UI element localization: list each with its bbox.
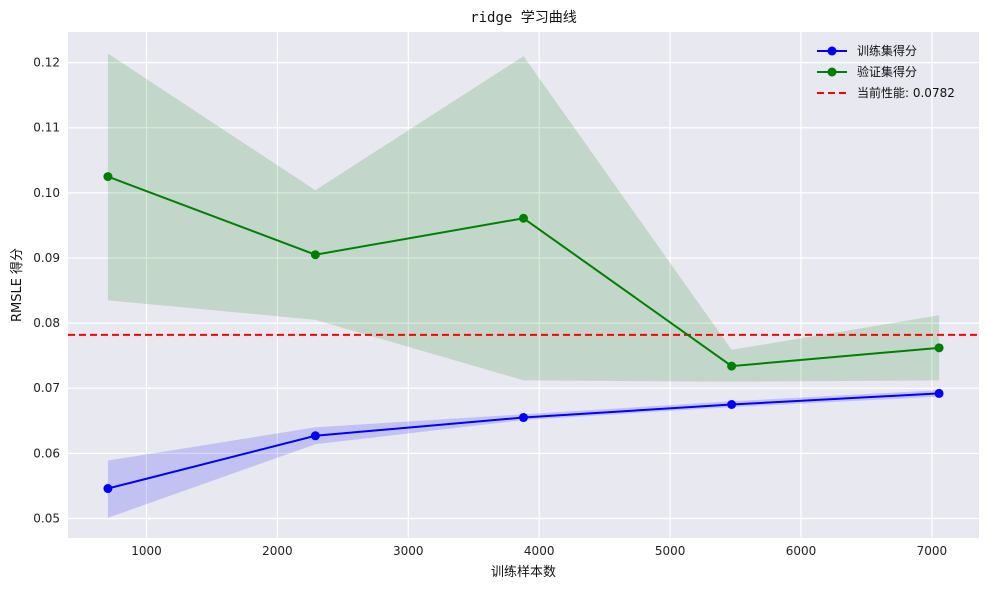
y-tick-label: 0.05	[33, 511, 60, 525]
x-axis-ticks: 1000 2000 3000 4000 5000 6000 7000	[131, 544, 947, 558]
y-tick-label: 0.10	[33, 186, 60, 200]
data-point	[310, 250, 320, 260]
data-point	[519, 213, 528, 223]
chart-title: ridge 学习曲线	[470, 10, 577, 26]
data-point	[310, 431, 320, 441]
data-point	[727, 361, 737, 371]
legend-label: 当前性能: 0.0782	[857, 85, 955, 100]
y-tick-label: 0.09	[33, 251, 60, 265]
legend-marker	[827, 67, 837, 77]
legend-label: 训练集得分	[857, 43, 917, 58]
y-tick-label: 0.12	[33, 56, 60, 70]
x-tick-label: 1000	[131, 544, 162, 558]
y-tick-label: 0.08	[33, 316, 60, 330]
legend-item: 当前性能: 0.0782	[817, 85, 955, 100]
series-points	[103, 172, 944, 494]
x-tick-label: 4000	[524, 544, 555, 558]
legend-label: 验证集得分	[857, 64, 917, 79]
grid-lines	[68, 32, 979, 538]
y-tick-label: 0.07	[33, 381, 60, 395]
x-axis-label: 训练样本数	[491, 565, 556, 580]
data-point	[727, 399, 737, 409]
data-point	[934, 343, 944, 353]
y-tick-label: 0.06	[33, 446, 60, 460]
y-tick-label: 0.11	[33, 121, 60, 135]
x-tick-label: 7000	[917, 544, 948, 558]
x-tick-label: 6000	[786, 544, 817, 558]
legend-marker	[827, 46, 837, 56]
y-axis-label: RMSLE 得分	[9, 248, 25, 322]
x-tick-label: 2000	[262, 544, 293, 558]
legend-item: 验证集得分	[817, 64, 917, 79]
y-axis-ticks: 0.05 0.06 0.07 0.08 0.09 0.10 0.11 0.12	[33, 56, 60, 526]
x-tick-label: 3000	[393, 544, 424, 558]
data-point	[103, 172, 113, 182]
data-point	[103, 484, 113, 494]
data-point	[519, 413, 528, 423]
legend-item: 训练集得分	[817, 43, 917, 58]
x-tick-label: 5000	[655, 544, 686, 558]
data-point	[934, 388, 944, 398]
